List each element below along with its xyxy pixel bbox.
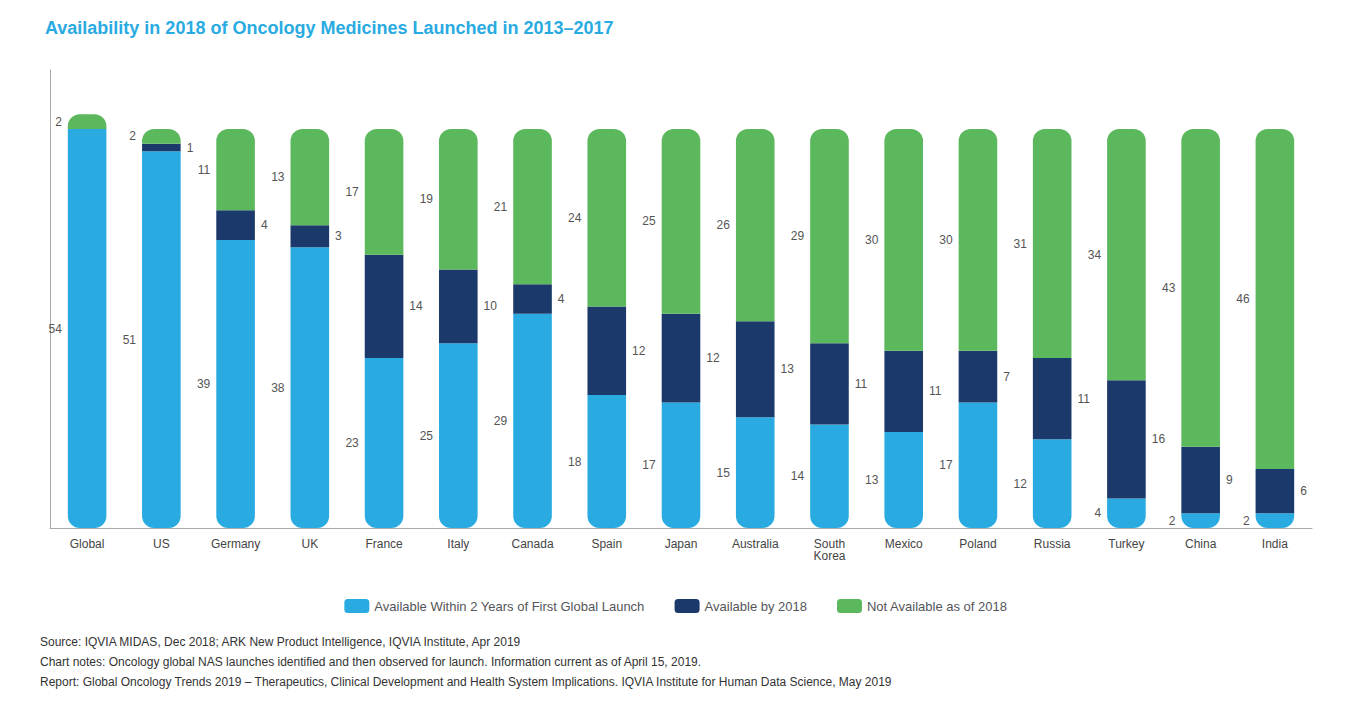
svg-text:Report: Global Oncology Trends: Report: Global Oncology Trends 2019 – Th… [40,675,892,689]
svg-text:US: US [153,537,170,551]
svg-text:Global: Global [70,537,105,551]
svg-text:25: 25 [420,429,434,443]
svg-text:11: 11 [929,384,942,398]
svg-text:16: 16 [1152,432,1166,446]
svg-text:2: 2 [129,129,136,143]
svg-text:11: 11 [198,163,211,177]
svg-text:7: 7 [1003,370,1010,384]
svg-text:Japan: Japan [665,537,698,551]
svg-text:29: 29 [791,229,805,243]
svg-text:43: 43 [1162,281,1176,295]
svg-text:Italy: Italy [447,537,469,551]
svg-text:11: 11 [1077,392,1090,406]
svg-text:4: 4 [261,218,268,232]
svg-text:Source: IQVIA MIDAS, Dec 2018;: Source: IQVIA MIDAS, Dec 2018; ARK New P… [40,635,521,649]
svg-text:21: 21 [494,200,508,214]
svg-text:2: 2 [1169,514,1176,528]
svg-text:4: 4 [558,292,565,306]
svg-text:23: 23 [345,436,359,450]
svg-text:Australia: Australia [732,537,779,551]
svg-text:15: 15 [717,466,731,480]
svg-text:South: South [813,537,846,551]
svg-text:Korea: Korea [813,549,845,563]
svg-text:Spain: Spain [591,537,622,551]
svg-text:19: 19 [420,192,434,206]
svg-text:17: 17 [642,458,656,472]
svg-text:10: 10 [484,299,498,313]
svg-text:Germany: Germany [211,537,260,551]
svg-text:Turkey: Turkey [1108,537,1144,551]
svg-text:26: 26 [717,218,731,232]
svg-text:India: India [1262,537,1288,551]
svg-text:13: 13 [271,170,285,184]
svg-text:6: 6 [1300,484,1307,498]
svg-text:13: 13 [865,473,879,487]
svg-text:4: 4 [1094,506,1101,520]
svg-text:46: 46 [1236,292,1250,306]
svg-text:30: 30 [865,233,879,247]
svg-text:Mexico: Mexico [885,537,923,551]
svg-text:3: 3 [335,229,342,243]
svg-text:12: 12 [632,344,646,358]
svg-text:25: 25 [642,214,656,228]
svg-text:34: 34 [1088,248,1102,262]
svg-text:30: 30 [939,233,953,247]
svg-text:2: 2 [1243,514,1250,528]
svg-text:2: 2 [55,115,62,129]
svg-text:13: 13 [781,362,795,376]
svg-text:Russia: Russia [1034,537,1071,551]
svg-text:Availability in 2018 of Oncolo: Availability in 2018 of Oncology Medicin… [45,18,614,38]
svg-text:38: 38 [271,381,285,395]
svg-text:1: 1 [187,141,194,155]
svg-text:Chart notes: Oncology global N: Chart notes: Oncology global NAS launche… [40,655,701,669]
svg-text:39: 39 [197,377,211,391]
svg-text:12: 12 [1014,477,1028,491]
svg-text:17: 17 [939,458,953,472]
svg-text:14: 14 [409,299,423,313]
svg-text:24: 24 [568,211,582,225]
svg-text:17: 17 [345,185,359,199]
svg-text:China: China [1185,537,1217,551]
svg-text:Available by 2018: Available by 2018 [705,599,807,614]
svg-text:9: 9 [1226,473,1233,487]
svg-text:31: 31 [1014,237,1028,251]
svg-text:France: France [365,537,403,551]
svg-text:Poland: Poland [959,537,996,551]
svg-text:18: 18 [568,455,582,469]
svg-text:11: 11 [855,377,868,391]
svg-text:Not Available as of 2018: Not Available as of 2018 [867,599,1007,614]
svg-text:29: 29 [494,414,508,428]
svg-text:54: 54 [48,322,62,336]
svg-text:12: 12 [706,351,720,365]
svg-text:Available Within 2 Years of Fi: Available Within 2 Years of First Global… [374,599,644,614]
svg-text:Canada: Canada [512,537,554,551]
svg-text:UK: UK [301,537,318,551]
svg-text:51: 51 [123,333,137,347]
svg-text:14: 14 [791,469,805,483]
